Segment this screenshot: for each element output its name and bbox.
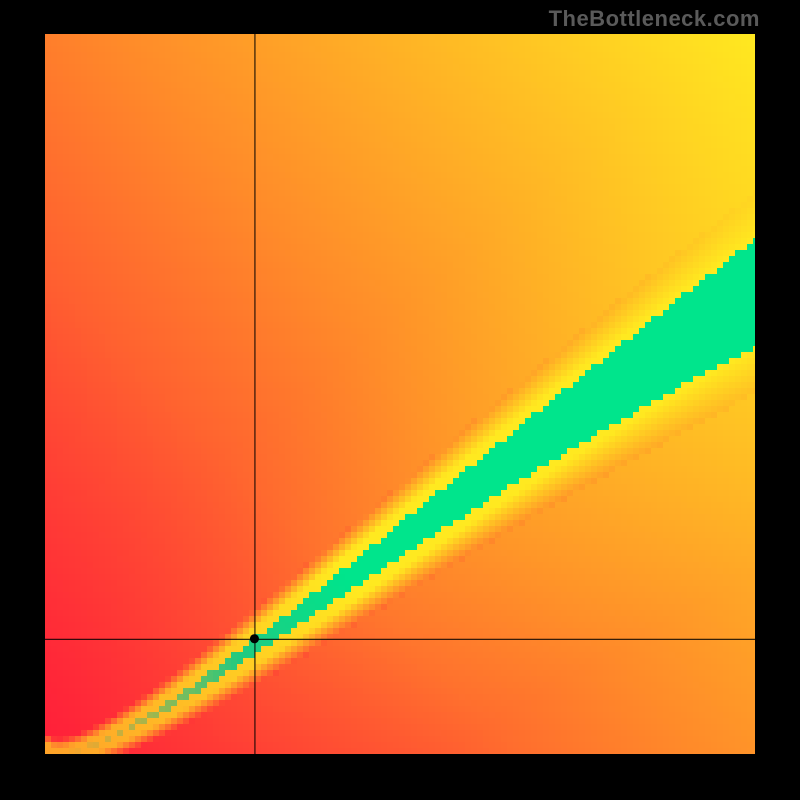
watermark-text: TheBottleneck.com — [549, 6, 760, 32]
heatmap-plot — [45, 34, 755, 754]
heatmap-canvas — [45, 34, 755, 754]
chart-container: TheBottleneck.com — [0, 0, 800, 800]
